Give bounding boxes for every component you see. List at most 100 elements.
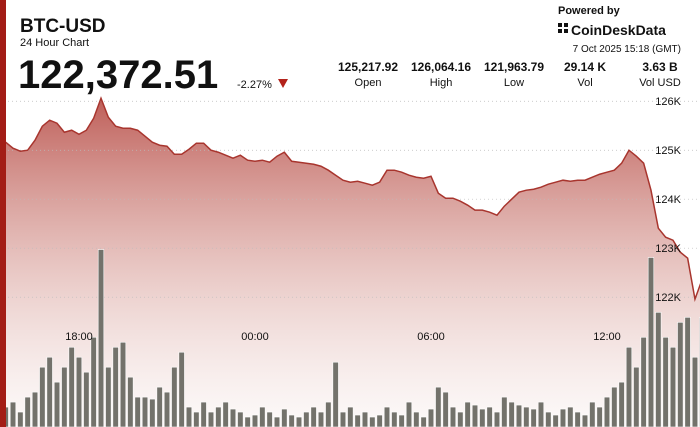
volume-bar	[493, 411, 501, 427]
volume-bar	[442, 391, 449, 427]
stat-value: 126,064.16	[411, 60, 471, 74]
y-tick-label: 126K	[655, 96, 681, 108]
volume-bar	[596, 406, 603, 427]
volume-bar	[471, 404, 479, 427]
volume-bar	[603, 396, 611, 427]
volume-bar	[457, 411, 464, 427]
volume-bar	[207, 411, 215, 427]
subtitle: 24 Hour Chart	[20, 37, 89, 49]
volume-bar	[215, 406, 222, 427]
volume-bar	[633, 366, 640, 427]
volume-bar	[310, 406, 317, 427]
volume-bar	[662, 336, 669, 427]
volume-bar	[303, 411, 310, 427]
y-tick-label: 123K	[655, 243, 681, 255]
volume-bar	[449, 406, 457, 427]
volume-bar	[171, 366, 178, 427]
volume-bar	[288, 414, 295, 427]
volume-bar	[347, 406, 354, 427]
volume-bar	[691, 356, 699, 427]
powered-by: Powered by	[558, 5, 621, 17]
volume-bar	[46, 356, 53, 427]
y-tick-label: 125K	[655, 145, 681, 157]
x-tick-label: 12:00	[593, 331, 621, 343]
volume-bar	[193, 411, 200, 427]
timestamp: 7 Oct 2025 15:18 (GMT)	[573, 44, 681, 55]
x-tick-label: 00:00	[241, 331, 269, 343]
accent-bar	[0, 0, 6, 427]
volume-bar	[669, 346, 677, 427]
volume-bar	[61, 366, 68, 427]
volume-bar	[523, 406, 530, 427]
x-tick-label: 18:00	[65, 331, 93, 343]
volume-bar	[105, 366, 112, 427]
volume-bar	[420, 416, 427, 427]
volume-bar	[68, 346, 75, 427]
down-arrow	[278, 79, 288, 88]
volume-bar	[317, 411, 325, 427]
volume-bar	[266, 411, 273, 427]
volume-bar	[413, 411, 420, 427]
volume-bar	[178, 351, 185, 427]
stat-value: 125,217.92	[338, 60, 398, 74]
stat-value: 121,963.79	[484, 60, 544, 74]
volume-bar	[237, 411, 244, 427]
volume-bar	[53, 381, 61, 427]
volume-bar	[427, 408, 435, 427]
title: BTC-USD	[20, 16, 106, 37]
stat-value: 29.14 K	[564, 60, 606, 74]
stat-label: Open	[355, 77, 382, 89]
volume-bar	[383, 406, 391, 427]
volume-bar	[405, 401, 413, 427]
volume-bar	[581, 414, 589, 427]
volume-bar	[684, 317, 691, 427]
volume-bar	[354, 414, 361, 427]
volume-bar	[501, 396, 508, 427]
volume-bar	[339, 411, 347, 427]
price: 122,372.51	[18, 53, 218, 97]
volume-bar	[589, 401, 596, 427]
volume-bar	[39, 366, 46, 427]
volume-bar	[369, 416, 376, 427]
brand-logo	[558, 23, 568, 33]
volume-bar	[486, 406, 493, 427]
stat-value: 3.63 B	[642, 60, 678, 74]
volume-bar	[83, 371, 90, 427]
volume-bar	[127, 376, 134, 427]
volume-bar	[24, 396, 31, 427]
volume-bar	[141, 396, 149, 427]
volume-bar	[567, 406, 574, 427]
volume-bar	[273, 416, 281, 427]
volume-bar	[185, 406, 193, 427]
volume-bar	[200, 401, 207, 427]
y-tick-label: 122K	[655, 292, 681, 304]
volume-bar	[655, 312, 662, 427]
volume-bar	[435, 386, 442, 427]
change: -2.27%	[237, 79, 272, 91]
x-tick-label: 06:00	[417, 331, 445, 343]
volume-bar	[9, 401, 17, 427]
volume-bar	[479, 408, 486, 427]
volume-bar	[574, 411, 581, 427]
volume-bar	[464, 401, 471, 427]
price-area	[5, 98, 700, 427]
volume-bar	[618, 381, 625, 427]
price-line	[5, 96, 700, 303]
stat-label: Low	[504, 77, 524, 89]
volume-bar	[295, 416, 303, 427]
volume-bar	[559, 408, 567, 427]
volume-bar	[325, 401, 332, 427]
stat-label: Vol USD	[639, 77, 681, 89]
volume-bar	[17, 411, 24, 427]
volume-bar	[640, 336, 647, 427]
volume-bar	[134, 396, 141, 427]
volume-bar	[251, 414, 259, 427]
stat-label: High	[430, 77, 453, 89]
volume-bar	[259, 406, 266, 427]
volume-bar	[677, 322, 684, 427]
volume-bar	[97, 249, 105, 427]
y-tick-label: 124K	[655, 194, 681, 206]
volume-bar	[391, 411, 398, 427]
volume-bar	[229, 408, 237, 427]
